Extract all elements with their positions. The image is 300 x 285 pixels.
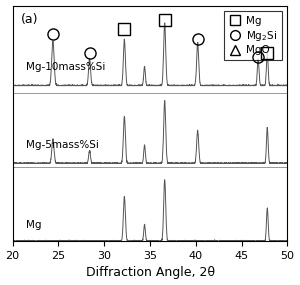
Text: Mg-10mass%Si: Mg-10mass%Si — [26, 62, 106, 72]
Text: Mg: Mg — [26, 220, 42, 230]
Legend: Mg, Mg$_2$Si, MgO: Mg, Mg$_2$Si, MgO — [224, 11, 282, 60]
X-axis label: Diffraction Angle, 2θ: Diffraction Angle, 2θ — [85, 266, 214, 280]
Text: Mg-5mass%Si: Mg-5mass%Si — [26, 140, 99, 150]
Text: (a): (a) — [21, 13, 38, 26]
